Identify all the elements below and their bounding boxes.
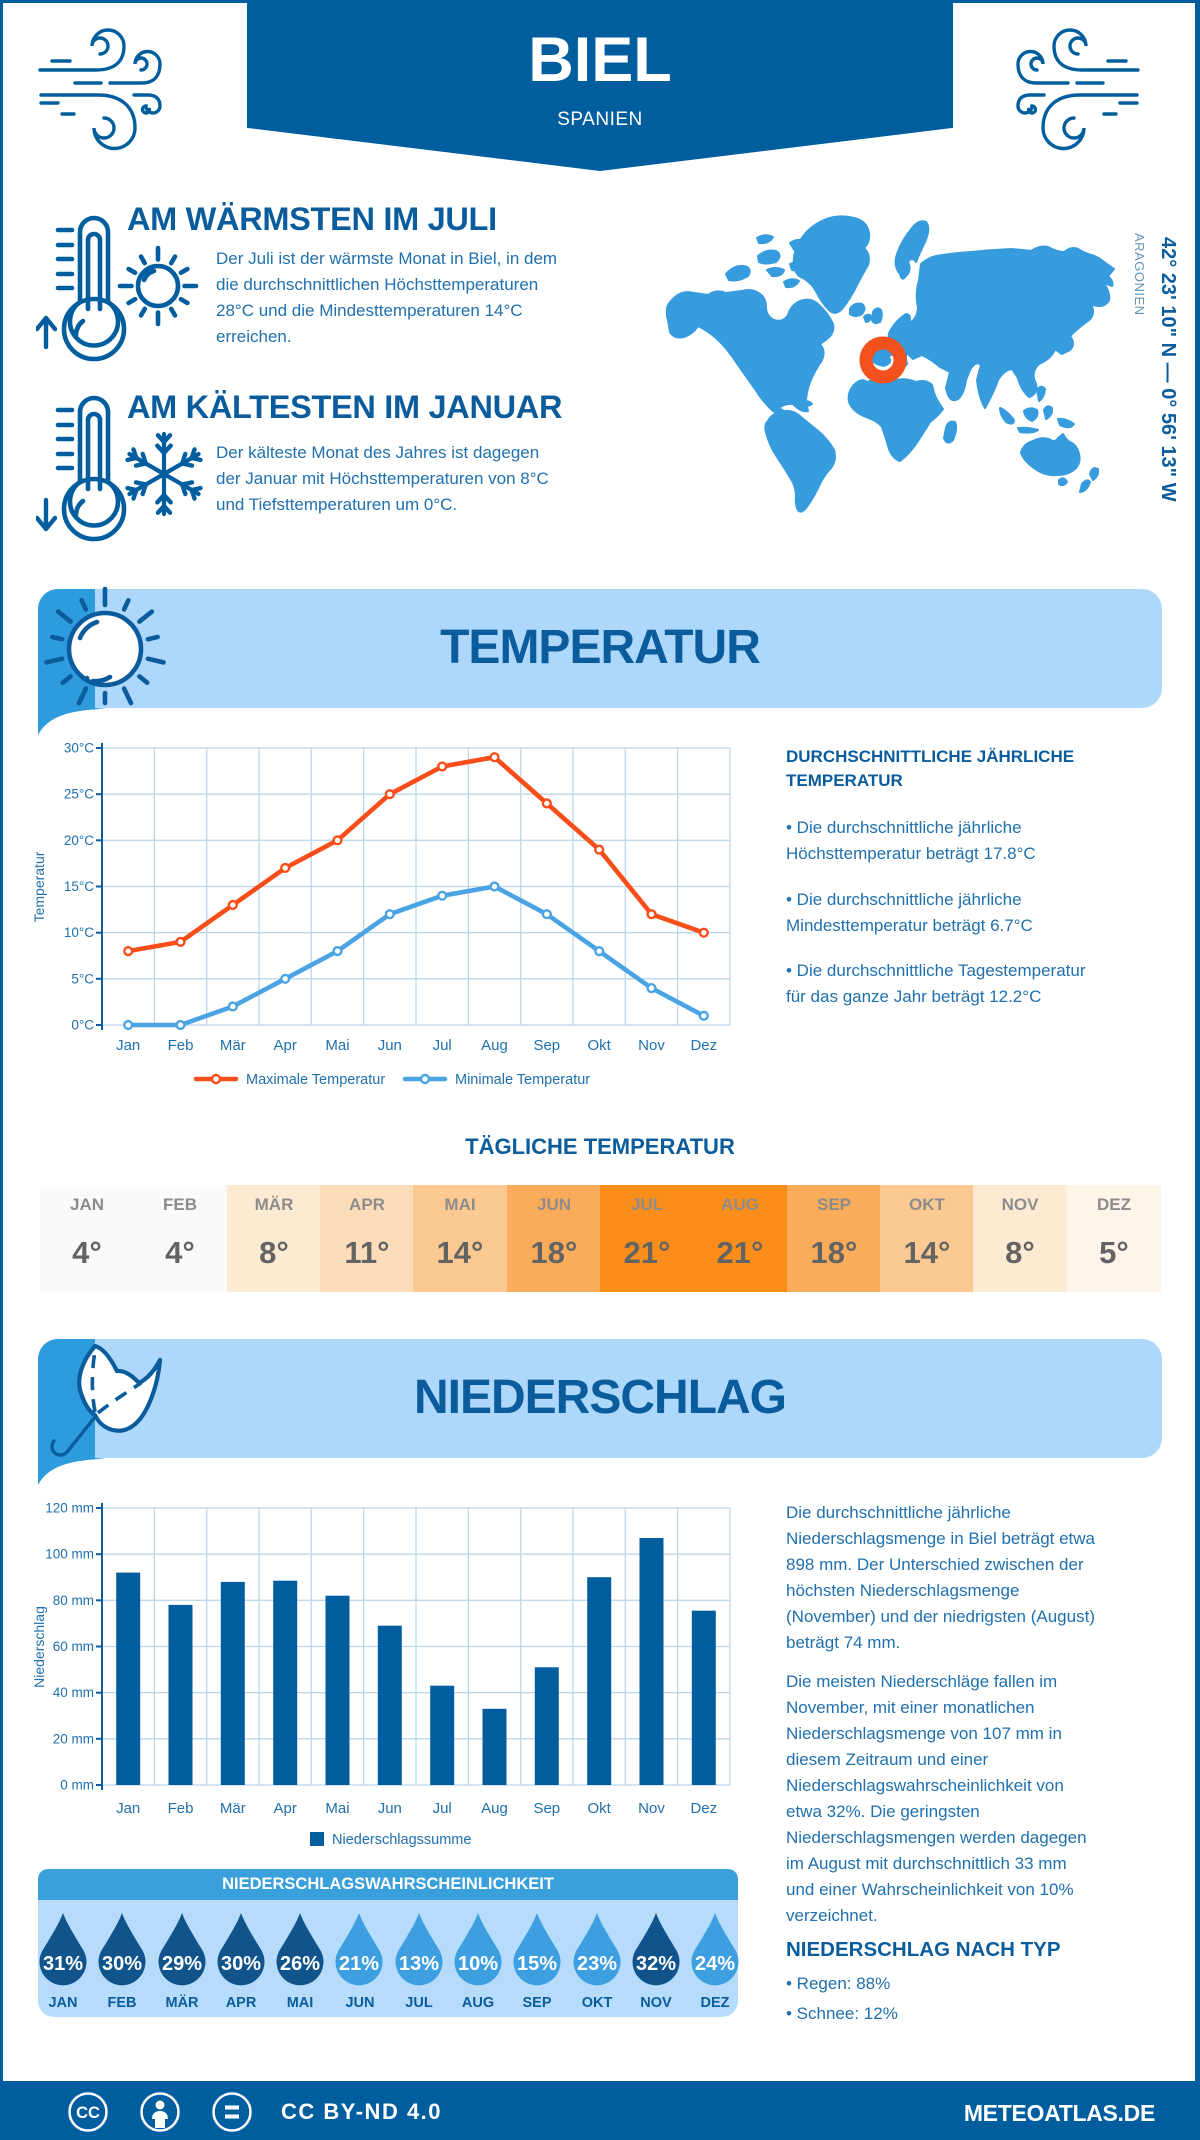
svg-text:Okt: Okt bbox=[588, 1037, 612, 1054]
svg-text:15°C: 15°C bbox=[64, 879, 94, 894]
svg-text:Aug: Aug bbox=[481, 1037, 508, 1054]
svg-text:0 mm: 0 mm bbox=[60, 1778, 94, 1793]
svg-text:Nov: Nov bbox=[638, 1800, 665, 1817]
svg-text:120 mm: 120 mm bbox=[45, 1501, 94, 1516]
svg-text:Dez: Dez bbox=[690, 1800, 717, 1817]
svg-text:Jan: Jan bbox=[116, 1800, 140, 1817]
svg-text:21%: 21% bbox=[339, 1953, 379, 1975]
svg-text:30%: 30% bbox=[221, 1953, 261, 1975]
svg-text:Apr: Apr bbox=[274, 1800, 297, 1817]
svg-text:24%: 24% bbox=[695, 1953, 735, 1975]
svg-text:Maximale Temperatur: Maximale Temperatur bbox=[246, 1072, 385, 1088]
svg-text:Sep: Sep bbox=[533, 1037, 560, 1054]
svg-text:Niederschlag: Niederschlag bbox=[31, 1606, 47, 1688]
svg-text:Aug: Aug bbox=[481, 1800, 508, 1817]
svg-text:0°C: 0°C bbox=[71, 1018, 94, 1033]
svg-text:15%: 15% bbox=[517, 1953, 557, 1975]
svg-text:32%: 32% bbox=[636, 1953, 676, 1975]
svg-text:Dez: Dez bbox=[690, 1037, 717, 1054]
svg-text:Feb: Feb bbox=[168, 1800, 194, 1817]
svg-text:40 mm: 40 mm bbox=[53, 1685, 94, 1700]
svg-text:Temperatur: Temperatur bbox=[31, 851, 47, 922]
svg-text:Mai: Mai bbox=[325, 1800, 349, 1817]
svg-text:30%: 30% bbox=[102, 1953, 142, 1975]
svg-text:10°C: 10°C bbox=[64, 925, 94, 940]
svg-text:30°C: 30°C bbox=[64, 741, 94, 756]
svg-text:31%: 31% bbox=[43, 1953, 83, 1975]
svg-text:23%: 23% bbox=[577, 1953, 617, 1975]
svg-text:Minimale Temperatur: Minimale Temperatur bbox=[455, 1072, 590, 1088]
svg-text:Jul: Jul bbox=[433, 1037, 452, 1054]
svg-text:25°C: 25°C bbox=[64, 787, 94, 802]
svg-text:20 mm: 20 mm bbox=[53, 1731, 94, 1746]
svg-text:CC: CC bbox=[76, 2104, 100, 2122]
svg-text:Mai: Mai bbox=[325, 1037, 349, 1054]
svg-text:60 mm: 60 mm bbox=[53, 1639, 94, 1654]
svg-text:Mär: Mär bbox=[220, 1800, 246, 1817]
svg-text:Mär: Mär bbox=[220, 1037, 246, 1054]
svg-text:Niederschlagssumme: Niederschlagssumme bbox=[332, 1832, 471, 1848]
svg-text:Jul: Jul bbox=[433, 1800, 452, 1817]
svg-text:10%: 10% bbox=[458, 1953, 498, 1975]
svg-text:Apr: Apr bbox=[274, 1037, 297, 1054]
svg-text:80 mm: 80 mm bbox=[53, 1593, 94, 1608]
svg-text:Jan: Jan bbox=[116, 1037, 140, 1054]
svg-text:Sep: Sep bbox=[533, 1800, 560, 1817]
svg-text:Okt: Okt bbox=[588, 1800, 612, 1817]
svg-text:Jun: Jun bbox=[378, 1037, 402, 1054]
svg-text:Feb: Feb bbox=[168, 1037, 194, 1054]
svg-text:Nov: Nov bbox=[638, 1037, 665, 1054]
svg-text:13%: 13% bbox=[399, 1953, 439, 1975]
svg-text:20°C: 20°C bbox=[64, 833, 94, 848]
svg-text:26%: 26% bbox=[280, 1953, 320, 1975]
svg-text:100 mm: 100 mm bbox=[45, 1547, 94, 1562]
svg-text:Jun: Jun bbox=[378, 1800, 402, 1817]
svg-text:5°C: 5°C bbox=[71, 971, 94, 986]
svg-text:29%: 29% bbox=[162, 1953, 202, 1975]
